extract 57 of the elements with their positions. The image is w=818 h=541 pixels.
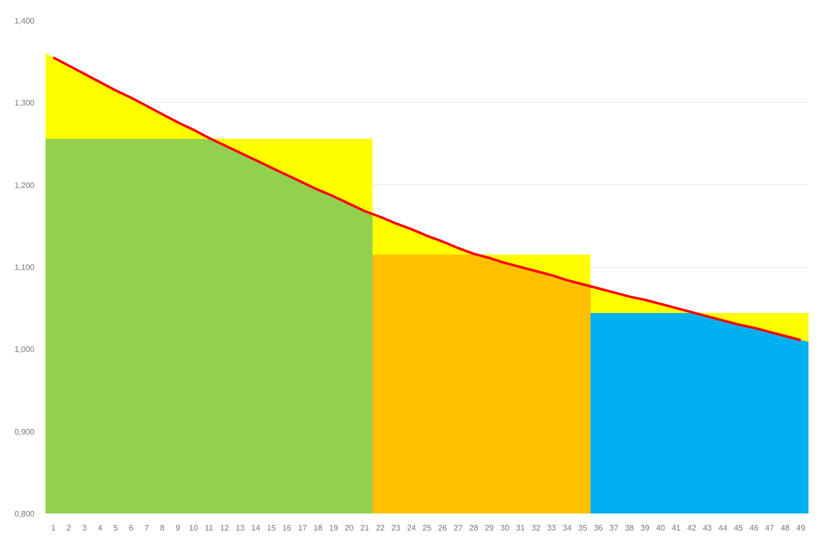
x-tick-label: 47 [765,524,775,532]
x-tick-label: 46 [750,524,759,532]
x-tick-label: 37 [609,524,619,532]
y-tick-label: 1,100 [14,263,36,272]
x-tick-label: 2 [66,524,72,532]
x-tick-label: 35 [578,524,588,532]
x-tick-label: 26 [438,524,448,532]
y-tick-label: 1,000 [14,345,36,354]
x-tick-label: 32 [532,524,541,532]
x-tick-label: 5 [113,524,118,532]
x-tick-label: 3 [82,524,88,532]
x-tick-label: 48 [780,524,790,532]
x-tick-label: 49 [796,524,806,532]
x-tick-label: 33 [547,524,557,532]
x-tick-label: 34 [562,524,572,532]
x-tick-label: 23 [391,524,401,532]
x-tick-label: 4 [98,524,103,532]
x-tick-label: 21 [360,524,370,532]
x-tick-label: 30 [500,524,510,532]
y-tick-label: 1,200 [14,180,36,190]
x-tick-label: 31 [516,524,526,532]
y-tick-label: 1,300 [14,98,36,108]
line-series [52,56,802,342]
x-tick-label: 12 [220,524,230,532]
y-tick-label: 1,400 [14,16,36,26]
x-tick-label: 43 [702,524,712,532]
x-tick-label: 41 [672,524,682,532]
x-tick-label: 7 [144,524,150,532]
x-tick-label: 17 [298,524,308,532]
x-tick-label: 42 [687,524,697,532]
x-tick-label: 28 [469,524,479,532]
x-tick-label: 14 [251,524,261,532]
x-tick-label: 20 [344,524,354,532]
x-tick-label: 22 [376,524,386,532]
x-tick-label: 19 [329,524,339,532]
x-tick-label: 8 [160,524,166,532]
x-tick-label: 10 [188,524,198,532]
x-tick-label: 29 [484,524,494,532]
x-tick-label: 9 [176,524,181,532]
x-tick-label: 36 [594,524,604,532]
x-tick-label: 6 [128,524,134,532]
x-tick-label: 39 [640,524,650,532]
x-tick-label: 13 [236,524,246,532]
x-tick-label: 1 [51,524,56,532]
y-tick-label: 0,800 [14,510,36,518]
x-tick-label: 45 [734,524,744,532]
x-tick-label: 40 [656,524,666,532]
x-tick-label: 24 [406,524,416,532]
x-tick-label: 18 [314,524,323,532]
x-tick-label: 44 [718,524,728,532]
x-tick-label: 16 [282,524,292,532]
x-tick-label: 25 [422,524,432,532]
x-tick-label: 15 [266,524,276,532]
x-tick-label: 11 [204,524,214,532]
x-tick-label: 38 [624,524,634,532]
x-tick-label: 27 [454,524,464,532]
y-tick-label: 0,900 [14,427,36,436]
